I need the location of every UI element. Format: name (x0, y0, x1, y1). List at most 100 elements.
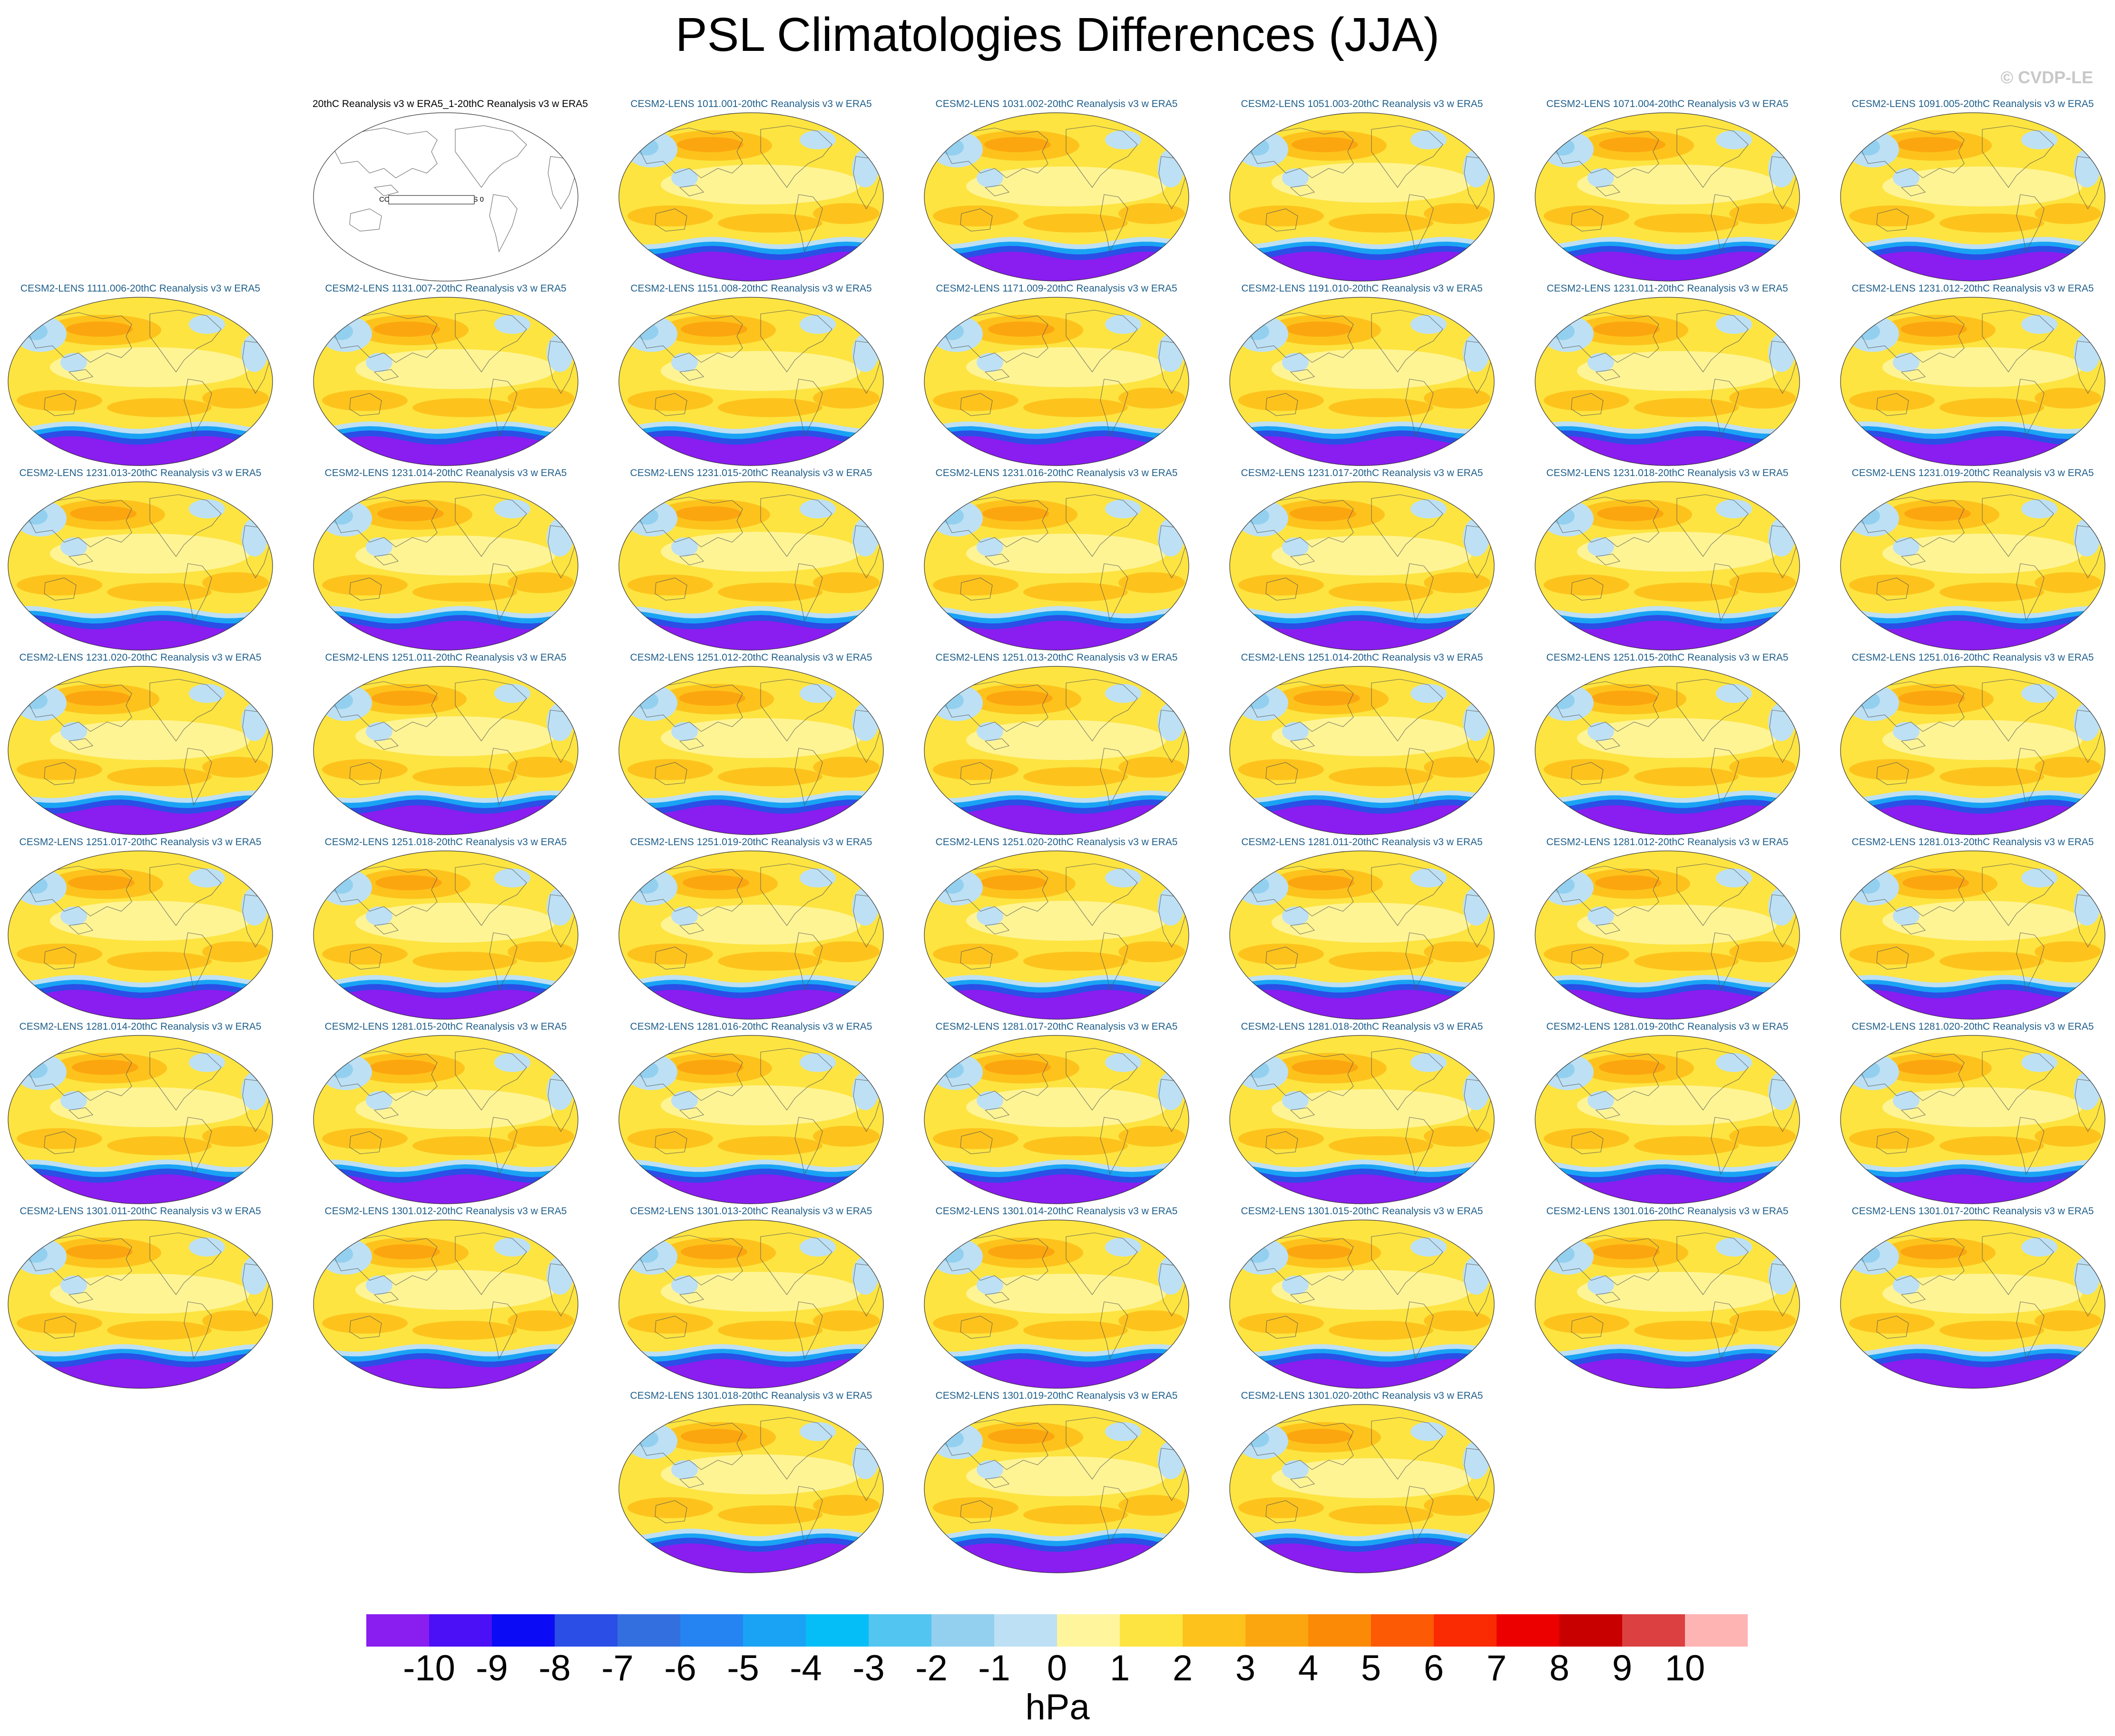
map-projection (1840, 850, 2105, 1020)
colorbar-tick-label: 6 (1423, 1648, 1444, 1688)
panel-title: 20thC Reanalysis v3 w ERA5_1-20thC Reana… (313, 98, 588, 109)
map-panel: CESM2-LENS 1151.008-20thC Reanalysis v3 … (618, 283, 884, 469)
colorbar-swatch (617, 1614, 681, 1647)
panel-title: CESM2-LENS 1281.012-20thC Reanalysis v3 … (1546, 837, 1789, 848)
map-projection (1840, 1219, 2105, 1389)
map-projection (1229, 666, 1495, 835)
panel-title: CESM2-LENS 1231.011-20thC Reanalysis v3 … (1547, 283, 1788, 294)
map-panel: CESM2-LENS 1281.013-20thC Reanalysis v3 … (1840, 836, 2106, 1023)
panel-title: CESM2-LENS 1231.013-20thC Reanalysis v3 … (19, 468, 262, 478)
panel-title: CESM2-LENS 1051.003-20thC Reanalysis v3 … (1241, 98, 1483, 109)
panel-title: CESM2-LENS 1301.019-20thC Reanalysis v3 … (935, 1390, 1178, 1401)
map-panel: CESM2-LENS 1231.014-20thC Reanalysis v3 … (313, 467, 579, 653)
colorbar-swatch (1371, 1614, 1434, 1647)
colorbar-tick-label: 2 (1172, 1648, 1193, 1688)
map-projection (924, 1035, 1189, 1204)
map-projection (1840, 112, 2105, 282)
map-projection (1840, 1035, 2105, 1204)
panel-title: CESM2-LENS 1301.017-20thC Reanalysis v3 … (1851, 1206, 2094, 1217)
panel-title: CESM2-LENS 1231.017-20thC Reanalysis v3 … (1241, 468, 1483, 478)
map-projection (8, 850, 273, 1020)
map-panel: CESM2-LENS 1231.018-20thC Reanalysis v3 … (1534, 467, 1801, 653)
colorbar-swatch (931, 1614, 995, 1647)
map-panel: CESM2-LENS 1301.011-20thC Reanalysis v3 … (7, 1205, 274, 1392)
colorbar-swatch (806, 1614, 869, 1647)
colorbar-swatch (994, 1614, 1058, 1647)
colorbar-swatch (1057, 1614, 1120, 1647)
panel-title: CESM2-LENS 1031.002-20thC Reanalysis v3 … (935, 98, 1178, 109)
panel-title: CESM2-LENS 1231.012-20thC Reanalysis v3 … (1851, 283, 2094, 294)
colorbar-tick-label: 5 (1361, 1648, 1381, 1688)
panel-title: CESM2-LENS 1251.020-20thC Reanalysis v3 … (935, 837, 1178, 848)
colorbar-swatch (1622, 1614, 1685, 1647)
panel-title: CESM2-LENS 1251.015-20thC Reanalysis v3 … (1546, 652, 1789, 663)
panel-title: CESM2-LENS 1281.018-20thC Reanalysis v3 … (1241, 1021, 1483, 1032)
map-panel: CESM2-LENS 1091.005-20thC Reanalysis v3 … (1840, 98, 2106, 284)
map-panel: CESM2-LENS 1251.015-20thC Reanalysis v3 … (1534, 652, 1801, 838)
map-projection (1229, 1219, 1495, 1389)
colorbar-swatch (743, 1614, 806, 1647)
panel-title: CESM2-LENS 1251.018-20thC Reanalysis v3 … (324, 837, 567, 848)
map-panel: CESM2-LENS 1251.017-20thC Reanalysis v3 … (7, 836, 274, 1023)
panel-title: CESM2-LENS 1191.010-20thC Reanalysis v3 … (1241, 283, 1483, 294)
colorbar-tick-label: 3 (1235, 1648, 1256, 1688)
map-projection (924, 850, 1189, 1020)
panel-title: CESM2-LENS 1301.018-20thC Reanalysis v3 … (630, 1390, 872, 1401)
map-panel: CESM2-LENS 1251.018-20thC Reanalysis v3 … (313, 836, 579, 1023)
panel-title: CESM2-LENS 1091.005-20thC Reanalysis v3 … (1851, 98, 2094, 109)
map-projection (1840, 297, 2105, 466)
panel-title: CESM2-LENS 1281.013-20thC Reanalysis v3 … (1851, 837, 2094, 848)
map-panel: CESM2-LENS 1281.014-20thC Reanalysis v3 … (7, 1021, 274, 1207)
colorbar-tick-label: 1 (1109, 1648, 1130, 1688)
panel-title: CESM2-LENS 1281.020-20thC Reanalysis v3 … (1851, 1021, 2094, 1032)
map-projection (618, 481, 884, 651)
colorbar-swatch (869, 1614, 932, 1647)
map-panel: CESM2-LENS 1191.010-20thC Reanalysis v3 … (1229, 283, 1495, 469)
panel-title: CESM2-LENS 1281.016-20thC Reanalysis v3 … (630, 1021, 872, 1032)
map-panel: CESM2-LENS 1231.013-20thC Reanalysis v3 … (7, 467, 274, 653)
map-panel: CESM2-LENS 1111.006-20thC Reanalysis v3 … (7, 283, 274, 469)
panel-title: CESM2-LENS 1231.020-20thC Reanalysis v3 … (19, 652, 262, 663)
map-projection (313, 481, 578, 651)
map-panel: CESM2-LENS 1231.016-20thC Reanalysis v3 … (923, 467, 1190, 653)
map-projection (1535, 112, 1800, 282)
page-title: PSL Climatologies Differences (JJA) (675, 8, 1440, 61)
map-panel: CESM2-LENS 1281.017-20thC Reanalysis v3 … (923, 1021, 1190, 1207)
map-projection (618, 1404, 884, 1573)
map-panel: CESM2-LENS 1231.012-20thC Reanalysis v3 … (1840, 283, 2106, 469)
panel-title: CESM2-LENS 1231.014-20thC Reanalysis v3 … (324, 468, 567, 478)
colorbar-tick-label: -7 (601, 1648, 634, 1688)
map-panel: CESM2-LENS 1281.015-20thC Reanalysis v3 … (313, 1021, 579, 1207)
map-projection (1229, 850, 1495, 1020)
map-projection (313, 1035, 578, 1204)
map-panel: CESM2-LENS 1301.015-20thC Reanalysis v3 … (1229, 1205, 1495, 1392)
map-panel: CESM2-LENS 1171.009-20thC Reanalysis v3 … (923, 283, 1190, 469)
map-panel: CESM2-LENS 1231.011-20thC Reanalysis v3 … (1534, 283, 1801, 469)
map-panel: CESM2-LENS 1281.012-20thC Reanalysis v3 … (1534, 836, 1801, 1023)
colorbar-tick-label: -3 (852, 1648, 885, 1688)
colorbar-swatch (429, 1614, 492, 1647)
panel-title: CESM2-LENS 1231.015-20thC Reanalysis v3 … (630, 468, 872, 478)
map-projection (313, 297, 578, 466)
map-panel: CESM2-LENS 1251.020-20thC Reanalysis v3 … (923, 836, 1190, 1023)
map-projection (924, 112, 1189, 282)
colorbar-tick-label: -6 (664, 1648, 696, 1688)
map-panel: CESM2-LENS 1011.001-20thC Reanalysis v3 … (618, 98, 884, 284)
panel-title: CESM2-LENS 1231.019-20thC Reanalysis v3 … (1851, 468, 2094, 478)
map-projection (924, 1404, 1189, 1573)
map-projection (1229, 481, 1495, 651)
panel-title: CESM2-LENS 1301.012-20thC Reanalysis v3 … (324, 1206, 567, 1217)
panel-title: CESM2-LENS 1301.014-20thC Reanalysis v3 … (935, 1206, 1178, 1217)
colorbar (366, 1614, 1748, 1647)
map-panel: CESM2-LENS 1031.002-20thC Reanalysis v3 … (923, 98, 1190, 284)
map-panel: CESM2-LENS 1281.019-20thC Reanalysis v3 … (1534, 1021, 1801, 1207)
map-panel: CESM2-LENS 1301.016-20thC Reanalysis v3 … (1534, 1205, 1801, 1392)
map-projection (1229, 1404, 1495, 1573)
panel-title: CESM2-LENS 1301.013-20thC Reanalysis v3 … (630, 1206, 872, 1217)
map-panel: CESM2-LENS 1281.011-20thC Reanalysis v3 … (1229, 836, 1495, 1023)
colorbar-tick-label: -1 (978, 1648, 1010, 1688)
panel-title: CESM2-LENS 1251.011-20thC Reanalysis v3 … (325, 652, 567, 663)
map-panel: CESM2-LENS 1131.007-20thC Reanalysis v3 … (313, 283, 579, 469)
map-projection (1229, 1035, 1495, 1204)
map-panel: CESM2-LENS 1301.013-20thC Reanalysis v3 … (618, 1205, 884, 1392)
